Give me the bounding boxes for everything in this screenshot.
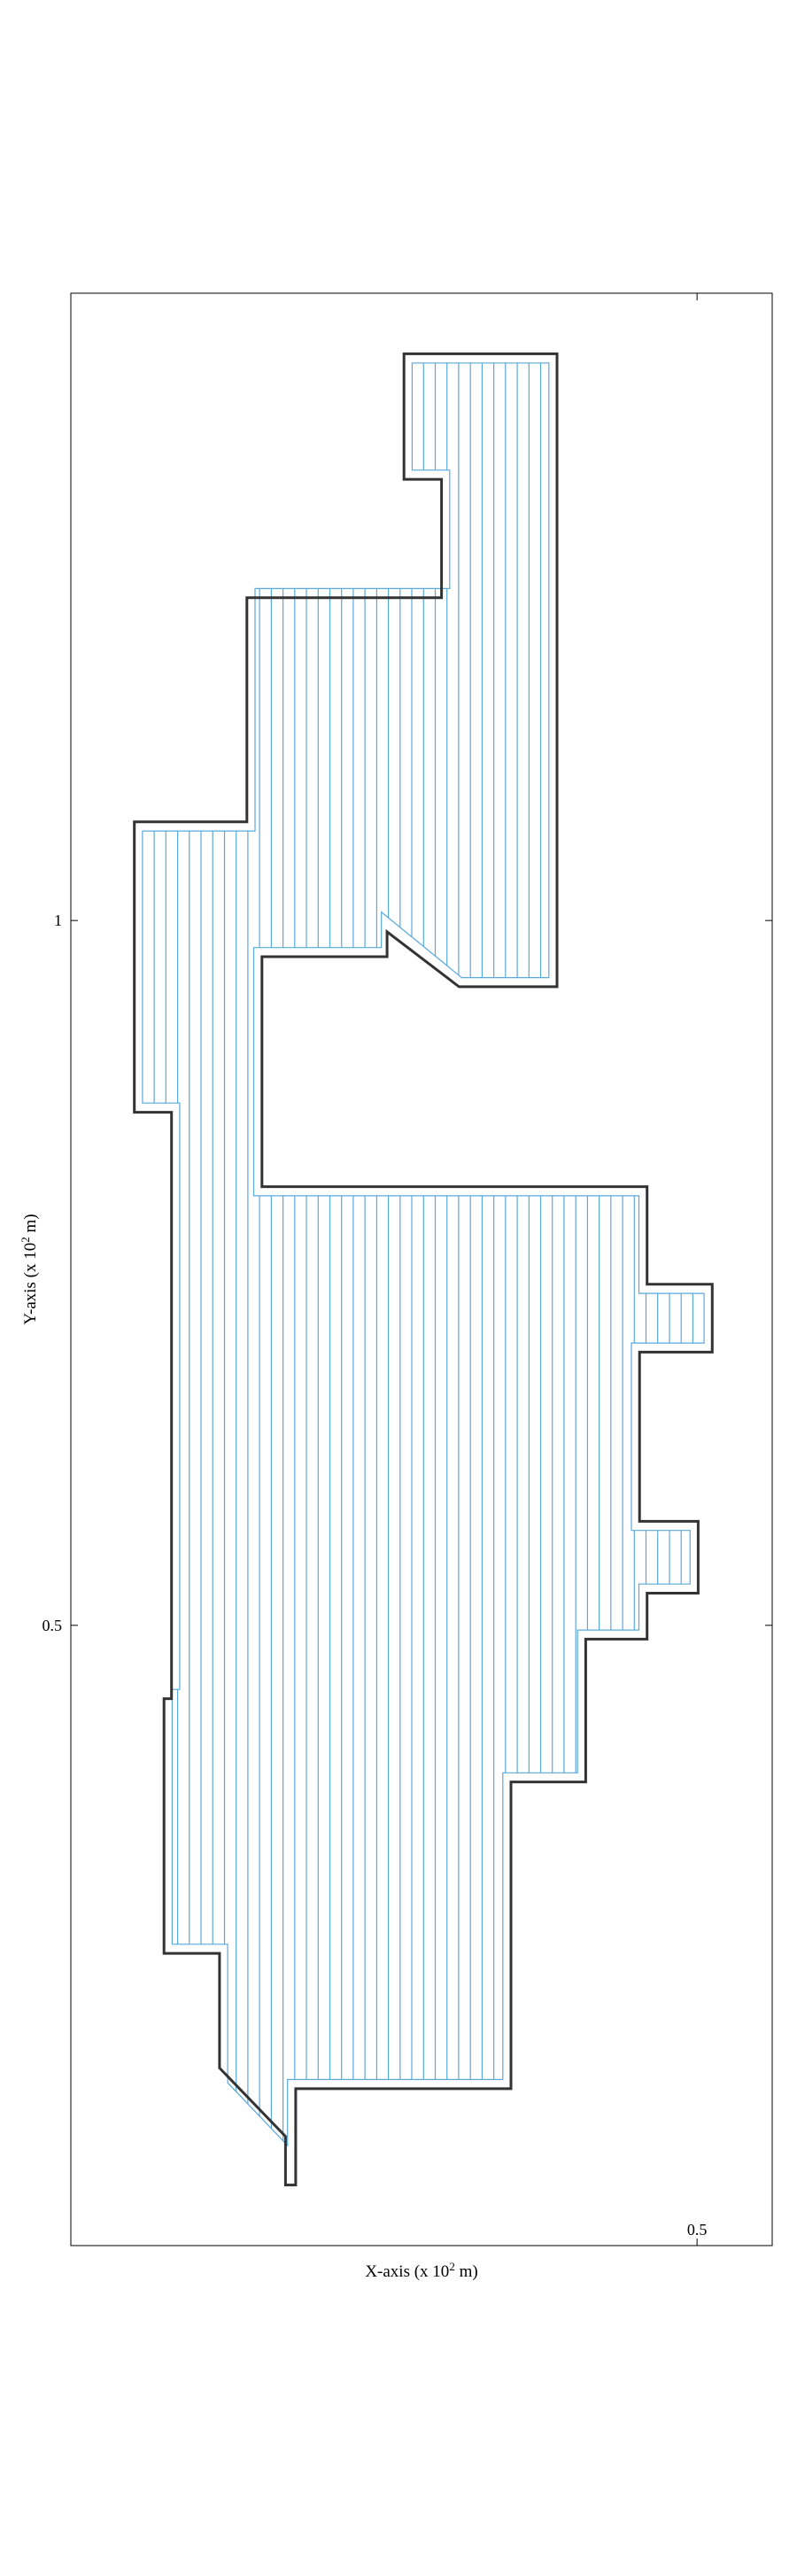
y-axis-label: Y-axis (x 102 m): [19, 1214, 41, 1324]
x-axis-ticks: 0.5: [687, 293, 708, 2246]
y-tick-label: 0.5: [43, 1617, 63, 1634]
x-axis-label: X-axis (x 102 m): [365, 2260, 477, 2282]
x-tick-label: 0.5: [687, 2221, 708, 2238]
coverage-path-lines: [153, 362, 694, 2145]
y-tick-label: 1: [54, 912, 62, 929]
y-axis-ticks: 0.51: [43, 912, 772, 1634]
coverage-inner-boundary: [142, 362, 705, 2147]
plot-area-frame: [70, 292, 773, 2246]
region-outer-boundary: [133, 352, 714, 2187]
